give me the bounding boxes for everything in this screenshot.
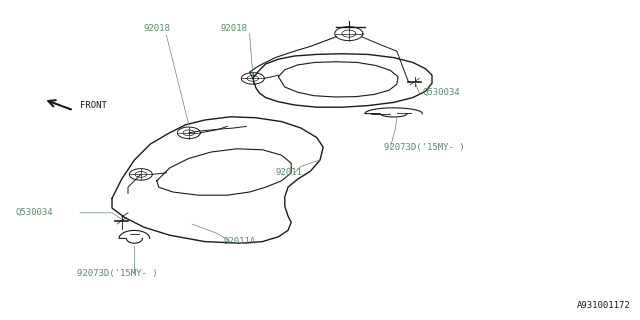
Text: 92011: 92011 — [275, 168, 302, 177]
Text: 92018: 92018 — [144, 24, 171, 33]
Text: A931001172: A931001172 — [577, 301, 630, 310]
Text: 92073D('15MY- ): 92073D('15MY- ) — [77, 269, 157, 278]
Text: 92073D('15MY- ): 92073D('15MY- ) — [384, 143, 465, 152]
Text: Q530034: Q530034 — [16, 208, 54, 217]
Text: Q530034: Q530034 — [422, 88, 460, 97]
Text: FRONT: FRONT — [80, 101, 107, 110]
Text: 92011A: 92011A — [224, 237, 256, 246]
Text: 92018: 92018 — [221, 24, 248, 33]
